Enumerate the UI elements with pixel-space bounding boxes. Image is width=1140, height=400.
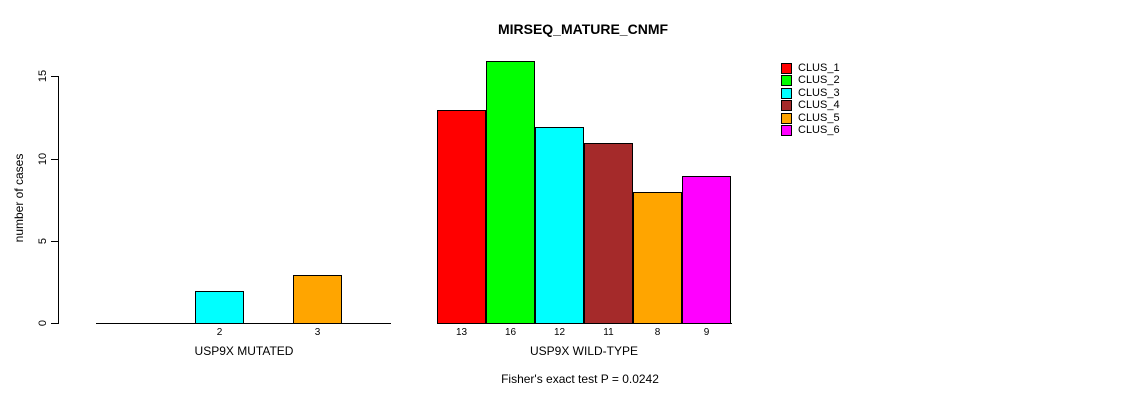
group-label: USP9X WILD-TYPE: [529, 344, 639, 358]
bar-value-label: 3: [314, 327, 321, 338]
y-tick-label: 10: [37, 152, 49, 166]
legend-label: CLUS_5: [798, 112, 840, 124]
y-tick: [51, 76, 58, 77]
bar-usp9x-wild-type-clus_2: [486, 61, 535, 324]
footnote-text: Fisher's exact test P = 0.0242: [501, 372, 659, 386]
legend-swatch-clus_5: [781, 113, 792, 124]
legend-swatch-clus_1: [781, 63, 792, 74]
bar-usp9x-wild-type-clus_4: [584, 143, 633, 324]
y-tick: [51, 159, 58, 160]
bar-usp9x-wild-type-clus_5: [633, 192, 682, 324]
bar-value-label: 16: [504, 327, 517, 338]
bar-usp9x-mutated-clus_5: [293, 275, 342, 324]
legend-label: CLUS_4: [798, 99, 840, 111]
bar-usp9x-wild-type-clus_1: [437, 110, 486, 324]
bar-usp9x-wild-type-clus_3: [535, 127, 584, 324]
legend-swatch-clus_3: [781, 88, 792, 99]
legend-swatch-clus_2: [781, 75, 792, 86]
bar-value-label: 13: [455, 327, 468, 338]
y-tick-label: 15: [37, 69, 49, 83]
y-tick: [51, 241, 58, 242]
bar-value-label: 12: [553, 327, 566, 338]
y-tick-label: 0: [37, 319, 49, 327]
legend-label: CLUS_3: [798, 87, 840, 99]
bar-value-label: 11: [603, 327, 614, 338]
legend-swatch-clus_4: [781, 100, 792, 111]
y-tick: [51, 323, 58, 324]
group-label: USP9X MUTATED: [194, 344, 294, 358]
bar-value-label: 8: [654, 327, 661, 338]
chart-title: MIRSEQ_MATURE_CNMF: [497, 21, 669, 37]
bar-value-label: 2: [216, 327, 223, 338]
bar-usp9x-mutated-clus_3: [195, 291, 244, 324]
y-tick-label: 5: [37, 237, 49, 245]
legend-label: CLUS_6: [798, 124, 840, 136]
bar-usp9x-wild-type-clus_6: [682, 176, 731, 324]
y-axis-line: [58, 76, 59, 324]
legend-swatch-clus_6: [781, 125, 792, 136]
legend-label: CLUS_1: [798, 62, 840, 74]
legend-label: CLUS_2: [798, 74, 840, 86]
y-axis-label: number of cases: [12, 153, 26, 243]
bar-value-label: 9: [703, 327, 710, 338]
